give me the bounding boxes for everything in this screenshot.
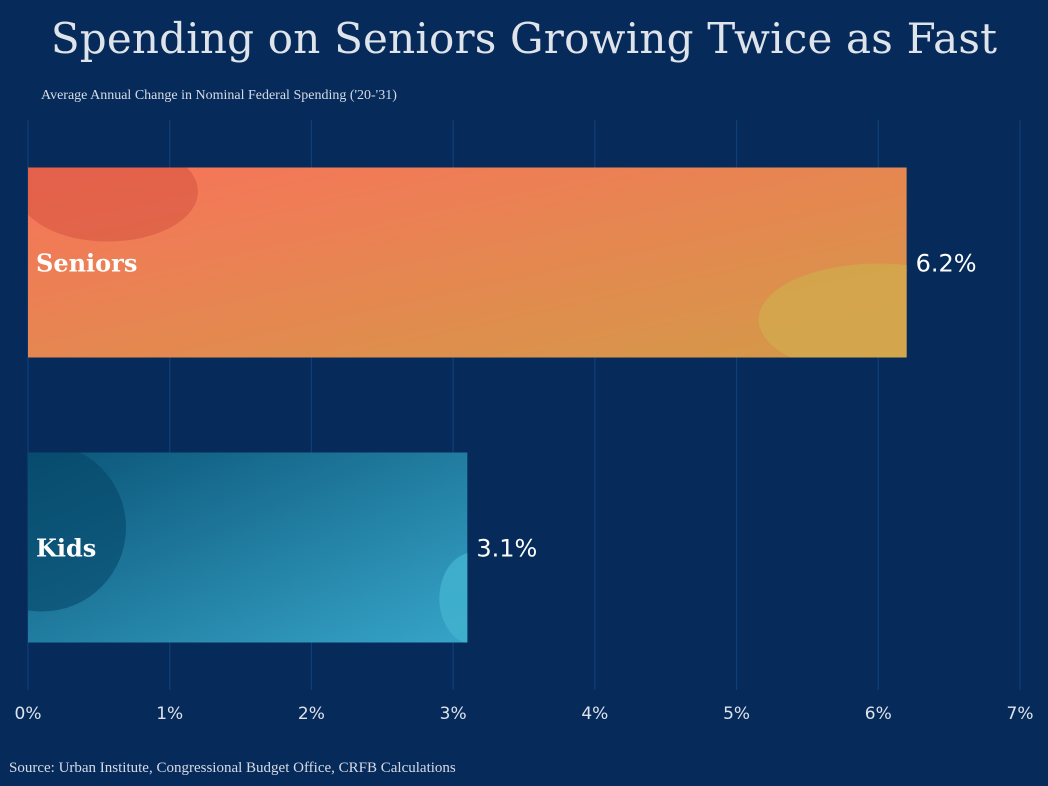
bar-chart: Seniors 6.2% Kids 3.1% 0% 1% 2% 3% 4% 5% 6% 7% (15, 120, 1034, 724)
x-tick-label: 5% (723, 704, 750, 724)
category-label: Kids (36, 534, 96, 563)
bar-kids (28, 452, 468, 643)
bar-decoration (28, 452, 468, 643)
category-label: Seniors (36, 249, 137, 278)
value-label: 3.1% (476, 535, 537, 563)
source-note: Source: Urban Institute, Congressional B… (9, 760, 456, 776)
chart-title: Spending on Seniors Growing Twice as Fas… (50, 14, 998, 63)
bar-decoration (28, 167, 907, 358)
x-tick-label: 7% (1007, 704, 1034, 724)
value-label: 6.2% (916, 250, 977, 278)
x-tick-label: 1% (156, 704, 183, 724)
bar-highlight (28, 452, 126, 612)
chart-subtitle: Average Annual Change in Nominal Federal… (41, 88, 397, 103)
bar-highlight (28, 167, 198, 242)
x-tick-label: 2% (298, 704, 325, 724)
x-tick-label: 4% (581, 704, 608, 724)
x-tick-label: 3% (440, 704, 467, 724)
bar-highlight (758, 263, 907, 358)
x-tick-label: 6% (865, 704, 892, 724)
bar-seniors (28, 167, 907, 358)
x-tick-label: 0% (15, 704, 42, 724)
bar-highlight (439, 553, 468, 643)
